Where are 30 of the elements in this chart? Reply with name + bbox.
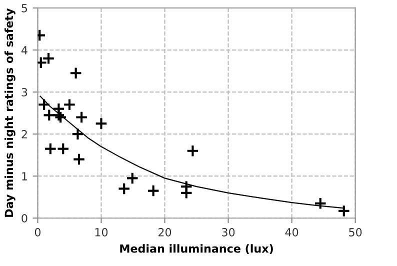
point bbox=[186, 144, 200, 158]
point bbox=[44, 142, 57, 156]
y-tick-label: 5 bbox=[22, 4, 28, 12]
point bbox=[314, 196, 327, 210]
point bbox=[56, 142, 70, 156]
x-tick-label: 10 bbox=[95, 228, 108, 236]
point bbox=[146, 184, 160, 198]
point bbox=[63, 98, 76, 112]
x-tick-label: 40 bbox=[285, 228, 298, 236]
point bbox=[180, 186, 193, 200]
x-tick-label: 50 bbox=[349, 228, 362, 236]
y-tick-label: 3 bbox=[22, 88, 28, 96]
point bbox=[72, 152, 86, 166]
y-axis-title: Day minus night ratings of safety bbox=[4, 8, 16, 217]
x-tick-label: 0 bbox=[34, 228, 41, 236]
x-tick-label: 30 bbox=[222, 228, 235, 236]
point bbox=[71, 128, 84, 140]
x-axis-title: Median illuminance (lux) bbox=[120, 244, 273, 254]
y-tick-label: 4 bbox=[21, 46, 28, 54]
point bbox=[118, 182, 131, 196]
point bbox=[126, 172, 139, 185]
y-tick-label: 1 bbox=[22, 172, 27, 180]
point bbox=[94, 117, 108, 130]
point bbox=[42, 108, 56, 122]
point bbox=[69, 66, 82, 80]
point bbox=[75, 110, 88, 124]
point bbox=[38, 98, 50, 112]
y-tick-label: 0 bbox=[22, 214, 28, 222]
x-tick-label: 20 bbox=[158, 228, 172, 236]
y-tick-label: 2 bbox=[22, 130, 27, 138]
